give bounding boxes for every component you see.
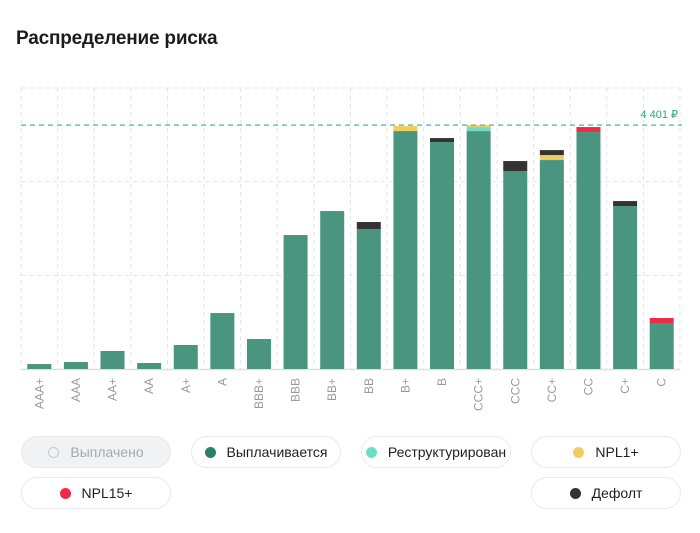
bar-stack-B+[interactable] xyxy=(393,126,418,369)
bar-segment-default[interactable] xyxy=(613,201,638,207)
bar-segment-npl15[interactable] xyxy=(649,318,674,323)
bar-stack-A[interactable] xyxy=(210,313,235,369)
legend-dot-icon xyxy=(569,487,581,499)
bar-stack-BB+[interactable] xyxy=(320,211,345,369)
bar-stack-B[interactable] xyxy=(430,138,455,369)
legend-toggle-npl1[interactable]: NPL1+ xyxy=(531,436,681,468)
bar-stack-AA[interactable] xyxy=(137,363,162,369)
legend-dot-icon xyxy=(48,446,60,458)
bar-segment-paying[interactable] xyxy=(576,132,601,369)
x-tick-label: BBB+ xyxy=(252,378,266,409)
legend-dot-icon xyxy=(573,446,585,458)
bar-segment-npl1[interactable] xyxy=(393,126,418,132)
bar-stack-CCC[interactable] xyxy=(503,161,528,369)
bar-segment-paying[interactable] xyxy=(246,339,271,369)
grid xyxy=(20,87,681,371)
legend-dot-icon xyxy=(365,446,377,458)
legend-label: Выплачивается xyxy=(226,444,328,460)
bar-segment-default[interactable] xyxy=(503,161,528,172)
x-axis-ticks: AAA+ AAA AA+ AA A+ A BBB+ BBB BB+ BB B+ B CCC+ CCC CC+… xyxy=(32,378,668,411)
bar-segment-paying[interactable] xyxy=(430,142,455,369)
bar-segment-paying[interactable] xyxy=(63,362,88,369)
x-tick-label: BB+ xyxy=(325,378,339,401)
bar-stack-CCC+[interactable] xyxy=(466,125,491,369)
bar-segment-restructured[interactable] xyxy=(466,127,491,132)
bar-segment-paying[interactable] xyxy=(649,322,674,369)
x-tick-label: C+ xyxy=(618,378,632,394)
bar-stack-CC[interactable] xyxy=(576,127,601,369)
bar-segment-paying[interactable] xyxy=(466,131,491,369)
x-tick-label: AA+ xyxy=(106,378,120,401)
legend-toggle-paid_off[interactable]: Выплачено xyxy=(21,436,171,468)
bar-stack-BBB+[interactable] xyxy=(246,339,271,369)
bar-stack-AA+[interactable] xyxy=(100,350,125,369)
bar-segment-paying[interactable] xyxy=(173,345,198,369)
bar-segment-npl1[interactable] xyxy=(466,125,491,128)
bar-stack-BBB[interactable] xyxy=(283,235,308,369)
risk-distribution-chart: 4 401 ₽ AAA+ AAA AA+ AA A+ A BBB+ BBB BB+ BB B+ B CC… xyxy=(20,87,682,411)
x-tick-label: BBB xyxy=(289,378,303,402)
bar-segment-default[interactable] xyxy=(539,150,564,156)
bar-segment-paying[interactable] xyxy=(393,131,418,369)
bar-segment-paying[interactable] xyxy=(100,350,125,369)
legend-dot-icon xyxy=(59,487,71,499)
legend-label: NPL15+ xyxy=(81,485,133,501)
x-tick-label: CC xyxy=(581,378,595,396)
bar-stack-A+[interactable] xyxy=(173,345,198,369)
bar-segment-default[interactable] xyxy=(430,138,455,143)
x-tick-label: CC+ xyxy=(545,378,559,402)
legend-dot-icon xyxy=(204,446,216,458)
x-tick-label: A xyxy=(215,378,229,386)
legend-label: Дефолт xyxy=(591,485,643,501)
bar-segment-paying[interactable] xyxy=(539,160,564,369)
legend-toggle-npl15[interactable]: NPL15+ xyxy=(21,477,171,509)
bar-segment-paying[interactable] xyxy=(356,228,381,369)
page-title: Распределение риска xyxy=(16,28,218,49)
legend-label: Реструктурирован xyxy=(387,444,507,460)
x-tick-label: AA xyxy=(142,378,156,394)
legend-label: Выплачено xyxy=(70,444,144,460)
x-tick-label: BB xyxy=(362,378,376,394)
legend-toggle-paying[interactable]: Выплачивается xyxy=(191,436,341,468)
bar-segment-paying[interactable] xyxy=(503,171,528,369)
x-tick-label: AAA+ xyxy=(32,378,46,409)
bar-segment-paying[interactable] xyxy=(137,363,162,369)
x-tick-label: B xyxy=(435,378,449,386)
bar-segment-paying[interactable] xyxy=(27,364,52,369)
reference-line-group: 4 401 ₽ xyxy=(21,109,682,126)
bar-segment-npl15[interactable] xyxy=(576,127,601,133)
bar-segment-npl1[interactable] xyxy=(539,155,564,161)
x-tick-label: CCC+ xyxy=(472,378,486,411)
legend-toggle-default[interactable]: Дефолт xyxy=(531,477,681,509)
x-tick-label: C xyxy=(655,378,669,387)
x-tick-label: A+ xyxy=(179,378,193,393)
x-tick-label: B+ xyxy=(398,378,412,393)
bar-segment-default[interactable] xyxy=(356,222,381,229)
bar-segment-paying[interactable] xyxy=(320,211,345,369)
reference-line-label: 4 401 ₽ xyxy=(640,109,678,121)
bar-stack-AAA+[interactable] xyxy=(27,364,52,369)
bar-stack-C+[interactable] xyxy=(613,201,638,369)
bar-segment-paying[interactable] xyxy=(613,206,638,369)
bar-segment-paying[interactable] xyxy=(210,313,235,369)
bar-segment-paying[interactable] xyxy=(283,235,308,369)
legend-toggle-restructured[interactable]: Реструктурирован xyxy=(361,436,511,468)
x-tick-label: CCC xyxy=(508,378,522,404)
bar-stack-C[interactable] xyxy=(649,318,674,369)
bar-stack-CC+[interactable] xyxy=(539,150,564,369)
bars xyxy=(27,125,674,369)
legend-label: NPL1+ xyxy=(595,444,639,460)
bar-stack-BB[interactable] xyxy=(356,222,381,369)
x-tick-label: AAA xyxy=(69,378,83,402)
bar-stack-AAA[interactable] xyxy=(63,362,88,369)
